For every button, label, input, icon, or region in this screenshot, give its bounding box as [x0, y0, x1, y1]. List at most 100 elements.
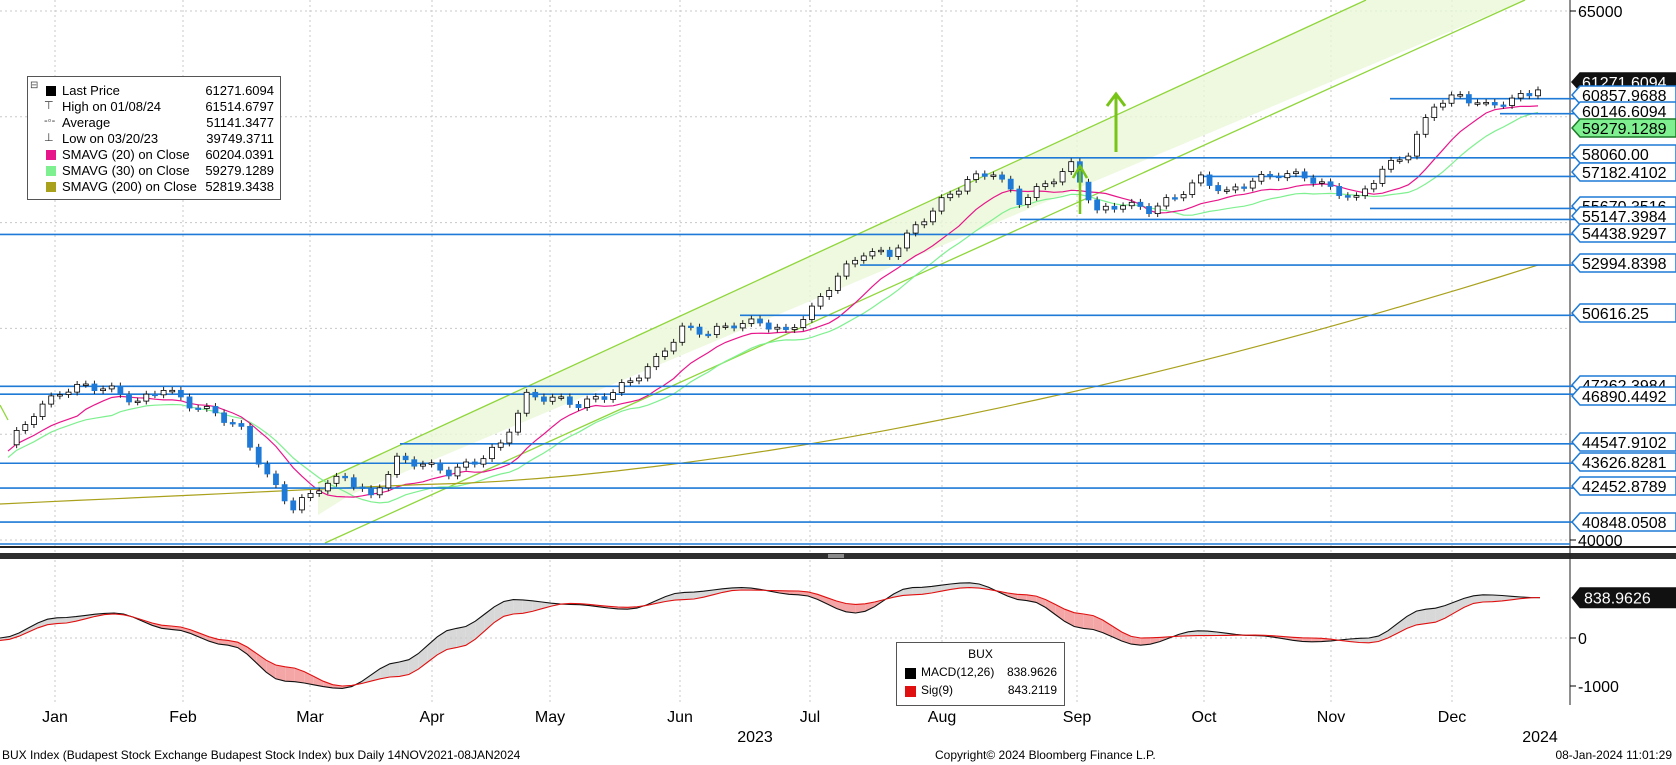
candle-body: [1102, 205, 1109, 211]
footer-security-description: BUX Index (Budapest Stock Exchange Budap…: [2, 748, 521, 762]
candle-body: [1422, 117, 1429, 135]
candle-body: [765, 322, 772, 330]
macd-tick-label: -1000: [1578, 679, 1619, 696]
macd-fill: [1074, 612, 1084, 629]
candle-body: [731, 325, 738, 329]
price-tick-label: 65000: [1578, 4, 1623, 21]
macd-fill: [1102, 620, 1113, 637]
macd-fill: [437, 630, 447, 655]
candle-body: [281, 484, 288, 502]
candle-body: [757, 318, 763, 324]
candle-body: [999, 174, 1005, 180]
candle-body: [679, 325, 686, 343]
candle-body: [1249, 180, 1256, 189]
macd-tag-label: 838.9626: [1584, 591, 1651, 608]
candle-body: [238, 423, 245, 427]
macd-fill: [266, 660, 276, 679]
candle-body: [1033, 186, 1040, 198]
candle-body: [973, 173, 980, 180]
candle-body: [212, 406, 219, 414]
chart-gridlines: [0, 0, 1676, 705]
candle-body: [1379, 168, 1386, 184]
macd-fill: [199, 633, 210, 642]
candle-body: [662, 350, 668, 357]
candle-body: [532, 391, 539, 398]
year-tick-label: 2023: [737, 729, 773, 746]
candle-body: [1388, 159, 1394, 170]
price-tag-label: 50616.25: [1582, 306, 1649, 323]
candle-body: [1094, 199, 1101, 211]
macd-fill: [275, 665, 286, 682]
candle-body: [1215, 185, 1222, 192]
price-tag-label: 42452.8789: [1582, 479, 1667, 496]
macd-fill: [19, 627, 29, 637]
candle-body: [255, 446, 262, 465]
candle-body: [904, 232, 910, 249]
price-tag: [1570, 452, 1676, 472]
legend-value: 52819.3438: [205, 179, 274, 194]
price-candles: [13, 86, 1541, 514]
price-tag: [1570, 162, 1676, 182]
candle-body: [1223, 189, 1230, 192]
legend-label: Low on 03/20/23: [62, 131, 159, 146]
price-tag: [1570, 512, 1676, 532]
legend-label: High on 01/08/24: [62, 99, 162, 114]
macd-fill: [247, 647, 257, 664]
candle-body: [350, 477, 357, 488]
candle-body: [1258, 173, 1265, 182]
macd-fill: [1083, 614, 1094, 630]
macd-fill: [893, 589, 904, 598]
candle-body: [91, 383, 98, 392]
candle-body: [420, 463, 426, 467]
month-tick-label: May: [535, 709, 565, 726]
price-tag-label: 57182.4102: [1582, 165, 1667, 182]
candle-body: [229, 422, 236, 425]
candle-body: [1059, 171, 1066, 183]
legend-collapse-icon[interactable]: ⊟: [30, 80, 39, 91]
macd-fill: [209, 636, 219, 645]
candle-body: [1509, 97, 1515, 106]
candle-body: [221, 412, 228, 423]
candle-body: [48, 395, 55, 405]
candle-body: [1293, 171, 1299, 175]
candle-body: [402, 455, 409, 461]
macd-fill: [950, 583, 961, 590]
price-tag: [1570, 303, 1676, 323]
candle-body: [298, 497, 305, 511]
candle-body: [290, 500, 297, 511]
candle-body: [1535, 89, 1541, 97]
legend-row: -◦- Average 51141.3477: [32, 115, 276, 131]
candle-body: [791, 327, 798, 330]
candle-body: [938, 197, 945, 212]
candle-body: [1128, 201, 1135, 207]
candle-body: [394, 455, 400, 475]
macd-fill: [522, 599, 533, 614]
macd-fill: [427, 636, 438, 662]
candle-body: [1189, 182, 1196, 195]
candle-body: [1396, 159, 1403, 162]
candle-body: [1206, 174, 1213, 186]
macd-legend-row: Sig(9) 843.2119: [905, 683, 1057, 699]
candle-body: [65, 391, 72, 395]
month-tick-label: Jul: [800, 709, 820, 726]
candle-body: [1517, 93, 1524, 99]
candle-body: [1310, 177, 1317, 184]
trend-channel: [0, 0, 1526, 544]
legend-value: 60204.0391: [205, 147, 274, 162]
candle-body: [454, 466, 461, 477]
candle-body: [981, 173, 988, 177]
macd-fill: [313, 676, 324, 687]
candle-body: [584, 398, 591, 408]
candle-body: [1154, 205, 1161, 215]
macd-fill: [789, 590, 799, 595]
legend-row: SMAVG (200) on Close 52819.3438: [32, 179, 276, 195]
macd-fill: [47, 617, 57, 625]
candle-body: [463, 461, 470, 468]
legend-value: 61271.6094: [205, 83, 274, 98]
macd-legend-label: Sig(9): [921, 683, 954, 697]
candle-body: [385, 474, 392, 489]
month-tick-label: Nov: [1317, 709, 1345, 726]
macd-fill: [513, 599, 523, 614]
candle-body: [886, 249, 893, 257]
